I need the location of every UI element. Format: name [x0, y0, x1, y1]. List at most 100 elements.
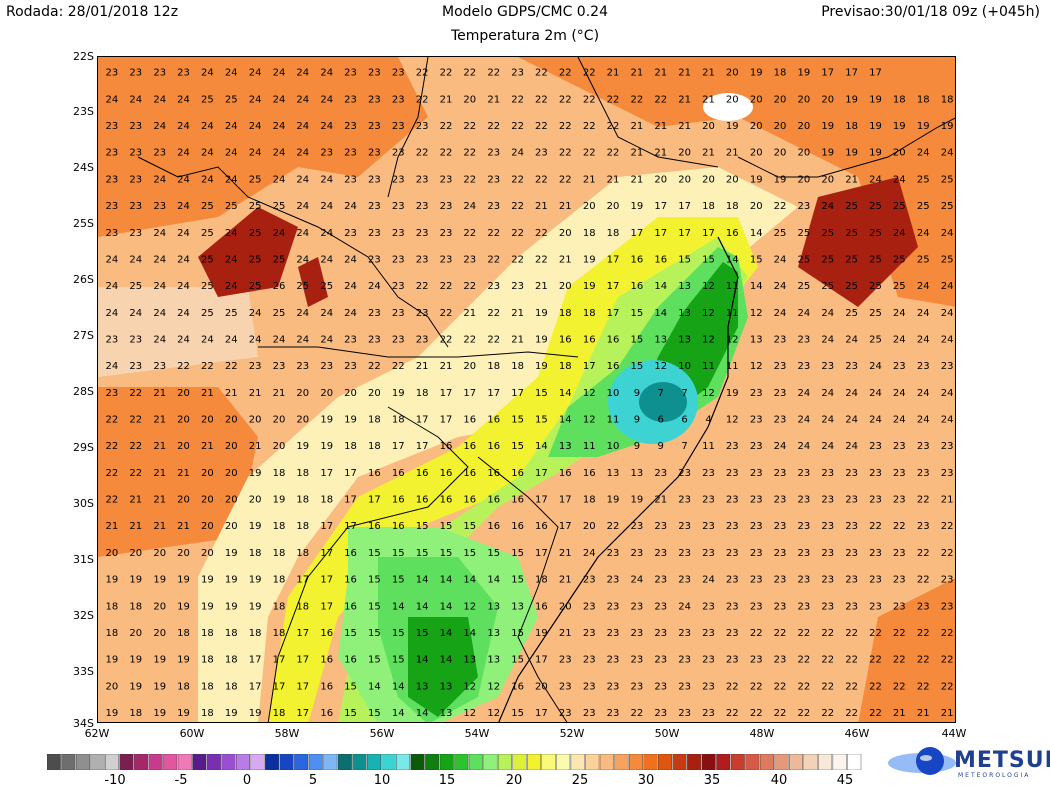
temperature-value: 24: [869, 174, 882, 185]
temperature-value: 23: [607, 681, 620, 692]
temperature-value: 9: [634, 415, 640, 426]
temperature-value: 13: [678, 281, 691, 292]
temperature-value: 19: [941, 121, 954, 132]
temperature-value: 22: [583, 121, 596, 132]
temperature-value: 23: [917, 521, 930, 532]
temperature-value: 24: [774, 254, 787, 265]
temperature-value: 23: [296, 361, 309, 372]
value-grid: 23 23 23 23 24 24 24 24 24 24 23 23 23 22 22 22 22 23 22 22…: [106, 68, 954, 719]
temperature-value: 14: [416, 708, 429, 719]
temperature-value: 20: [153, 548, 166, 559]
temperature-value: 14: [726, 254, 739, 265]
temperature-value: 23: [344, 361, 357, 372]
temperature-value: 21: [153, 415, 166, 426]
temperature-value: 13: [607, 468, 620, 479]
temperature-value: 23: [583, 655, 596, 666]
temperature-value: 19: [583, 281, 596, 292]
temperature-value: 18: [917, 94, 930, 105]
temperature-value: 23: [106, 174, 119, 185]
temperature-value: 25: [917, 201, 930, 212]
temperature-value: 22: [106, 468, 119, 479]
temperature-value: 21: [845, 174, 858, 185]
temperature-value: 25: [201, 254, 214, 265]
temperature-value: 22: [440, 121, 453, 132]
temperature-value: 21: [654, 121, 667, 132]
temperature-value: 24: [583, 548, 596, 559]
temperature-value: 23: [917, 441, 930, 452]
temperature-value: 24: [153, 308, 166, 319]
temperature-value: 23: [607, 548, 620, 559]
temperature-value: 25: [845, 281, 858, 292]
temperature-value: 23: [893, 575, 906, 586]
temperature-value: 15: [631, 361, 644, 372]
temperature-value: 20: [225, 468, 238, 479]
temperature-value: 22: [535, 121, 548, 132]
temperature-value: 24: [821, 201, 834, 212]
temperature-value: 23: [440, 174, 453, 185]
border-line: [267, 406, 469, 722]
lat-label: 32S: [73, 609, 94, 622]
temperature-value: 22: [917, 655, 930, 666]
temperature-value: 23: [344, 148, 357, 159]
temperature-value: 23: [821, 548, 834, 559]
temperature-value: 23: [798, 335, 811, 346]
temperature-value: 17: [845, 68, 858, 79]
temperature-value: 23: [631, 655, 644, 666]
temperature-value: 24: [941, 148, 954, 159]
temperature-value: 19: [917, 121, 930, 132]
temperature-value: 23: [368, 68, 381, 79]
temperature-value: 22: [535, 254, 548, 265]
temperature-value: 23: [893, 468, 906, 479]
temperature-value: 23: [392, 254, 405, 265]
temperature-value: 25: [201, 281, 214, 292]
temperature-value: 17: [559, 495, 572, 506]
temperature-value: 24: [106, 94, 119, 105]
temperature-value: 22: [821, 655, 834, 666]
temperature-value: 23: [869, 548, 882, 559]
temperature-value: 24: [941, 228, 954, 239]
temperature-value: 24: [821, 388, 834, 399]
temperature-value: 24: [201, 121, 214, 132]
temperature-value: 17: [654, 228, 667, 239]
temperature-value: 21: [678, 121, 691, 132]
temperature-value: 17: [296, 628, 309, 639]
temperature-value: 18: [296, 495, 309, 506]
temperature-value: 23: [368, 335, 381, 346]
temperature-value: 21: [129, 521, 142, 532]
temperature-value: 20: [774, 94, 787, 105]
colorbar-swatch: [337, 754, 352, 770]
temperature-value: 13: [440, 681, 453, 692]
temperature-value: 22: [463, 281, 476, 292]
temperature-value: 18: [273, 575, 286, 586]
temperature-value: 19: [344, 415, 357, 426]
lon-label: 62W: [84, 727, 110, 740]
temperature-value: 23: [678, 681, 691, 692]
temperature-value: 21: [631, 174, 644, 185]
temperature-value: 22: [869, 521, 882, 532]
temperature-value: 24: [153, 335, 166, 346]
temperature-value: 23: [678, 548, 691, 559]
temperature-value: 24: [893, 415, 906, 426]
temperature-value: 22: [487, 254, 500, 265]
temperature-value: 14: [440, 655, 453, 666]
colorbar: [47, 754, 862, 770]
temperature-value: 25: [869, 201, 882, 212]
temperature-value: 21: [106, 521, 119, 532]
temperature-value: 23: [344, 68, 357, 79]
temperature-value: 23: [750, 441, 763, 452]
temperature-value: 23: [559, 681, 572, 692]
temperature-value: 24: [893, 335, 906, 346]
colorbar-swatch: [323, 754, 338, 770]
colorbar-swatch: [439, 754, 454, 770]
temperature-value: 18: [559, 308, 572, 319]
temperature-value: 19: [869, 121, 882, 132]
temperature-value: 24: [201, 174, 214, 185]
colorbar-swatch: [352, 754, 367, 770]
temperature-value: 13: [678, 335, 691, 346]
temperature-value: 23: [654, 521, 667, 532]
temperature-value: 22: [917, 548, 930, 559]
temperature-value: 24: [296, 254, 309, 265]
colorbar-swatch: [221, 754, 236, 770]
temperature-value: 23: [440, 254, 453, 265]
temperature-value: 23: [654, 708, 667, 719]
